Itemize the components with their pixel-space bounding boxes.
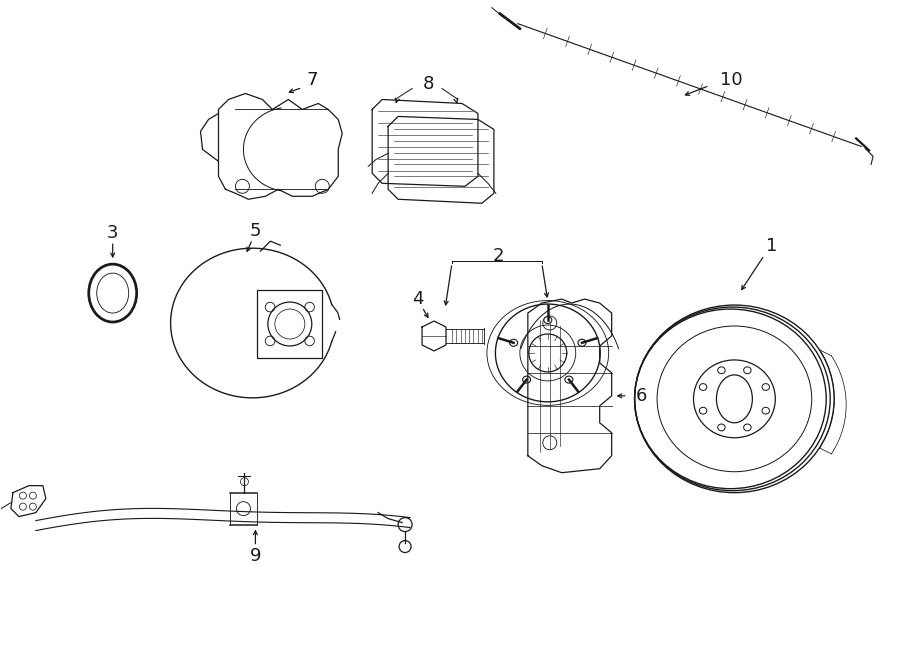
Text: 3: 3 (107, 224, 119, 242)
Text: 8: 8 (422, 75, 434, 93)
Text: 6: 6 (636, 387, 647, 405)
Ellipse shape (578, 339, 586, 346)
Text: 4: 4 (412, 290, 424, 308)
Ellipse shape (565, 376, 573, 383)
Text: 7: 7 (307, 71, 318, 89)
Text: 1: 1 (766, 237, 777, 255)
Text: 2: 2 (492, 247, 504, 265)
Text: 9: 9 (249, 547, 261, 564)
Ellipse shape (544, 317, 552, 323)
Ellipse shape (523, 376, 531, 383)
Text: 10: 10 (720, 71, 742, 89)
Ellipse shape (509, 339, 518, 346)
Text: 5: 5 (249, 222, 261, 240)
